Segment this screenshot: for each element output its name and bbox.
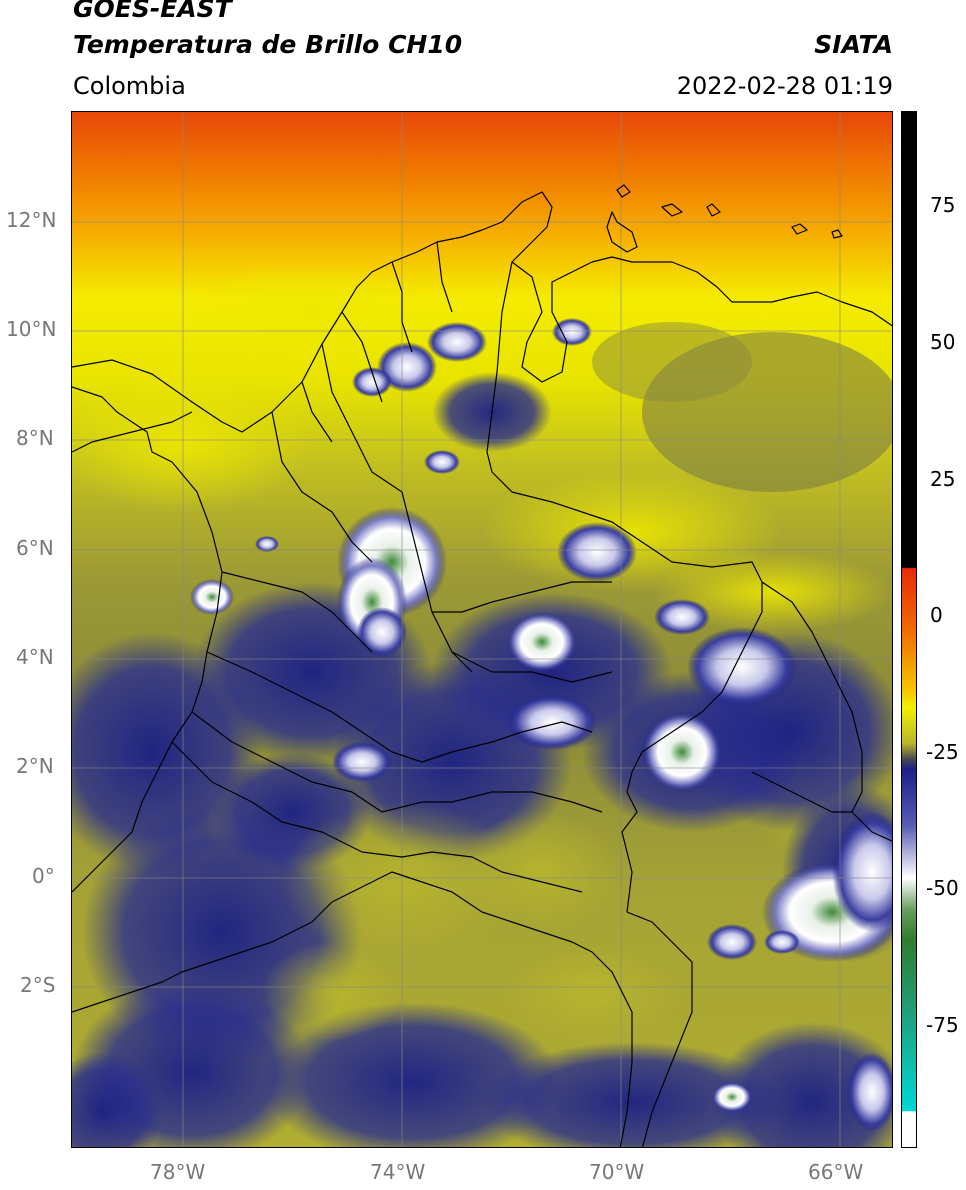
colorbar-tick: 75	[930, 193, 956, 217]
lon-tick-label: 78°W	[150, 1160, 206, 1184]
colorbar-gradient	[902, 112, 916, 1147]
colorbar-tick: 25	[930, 467, 956, 491]
lat-tick-label: 4°N	[16, 645, 54, 669]
lat-tick-label: 0°	[32, 864, 55, 888]
datetime-label: 2022-02-28 01:19	[676, 72, 893, 100]
lat-tick-label: 6°N	[16, 536, 54, 560]
lat-tick-label: 8°N	[16, 426, 54, 450]
map-image	[72, 112, 892, 1147]
lon-tick-label: 66°W	[808, 1160, 864, 1184]
lon-tick-label: 70°W	[589, 1160, 645, 1184]
colorbar-tick: -25	[926, 740, 959, 764]
lat-tick-label: 12°N	[6, 208, 57, 232]
lat-tick-label: 2°N	[16, 754, 54, 778]
title-line-2: Temperatura de Brillo CH10	[73, 30, 463, 59]
lat-tick-label: 10°N	[6, 317, 57, 341]
colorbar-tick: 0	[930, 603, 943, 627]
lon-tick-label: 74°W	[370, 1160, 426, 1184]
colorbar-tick: 50	[930, 330, 956, 354]
colorbar-tick: -75	[926, 1013, 959, 1037]
title-line-1: GOES-EAST	[73, 0, 232, 23]
colorbar-tick: -50	[926, 876, 959, 900]
colorbar	[901, 111, 917, 1148]
region-label: Colombia	[73, 72, 186, 100]
lat-tick-label: 2°S	[20, 973, 56, 997]
satellite-map	[71, 111, 893, 1148]
source-label: SIATA	[814, 30, 893, 59]
